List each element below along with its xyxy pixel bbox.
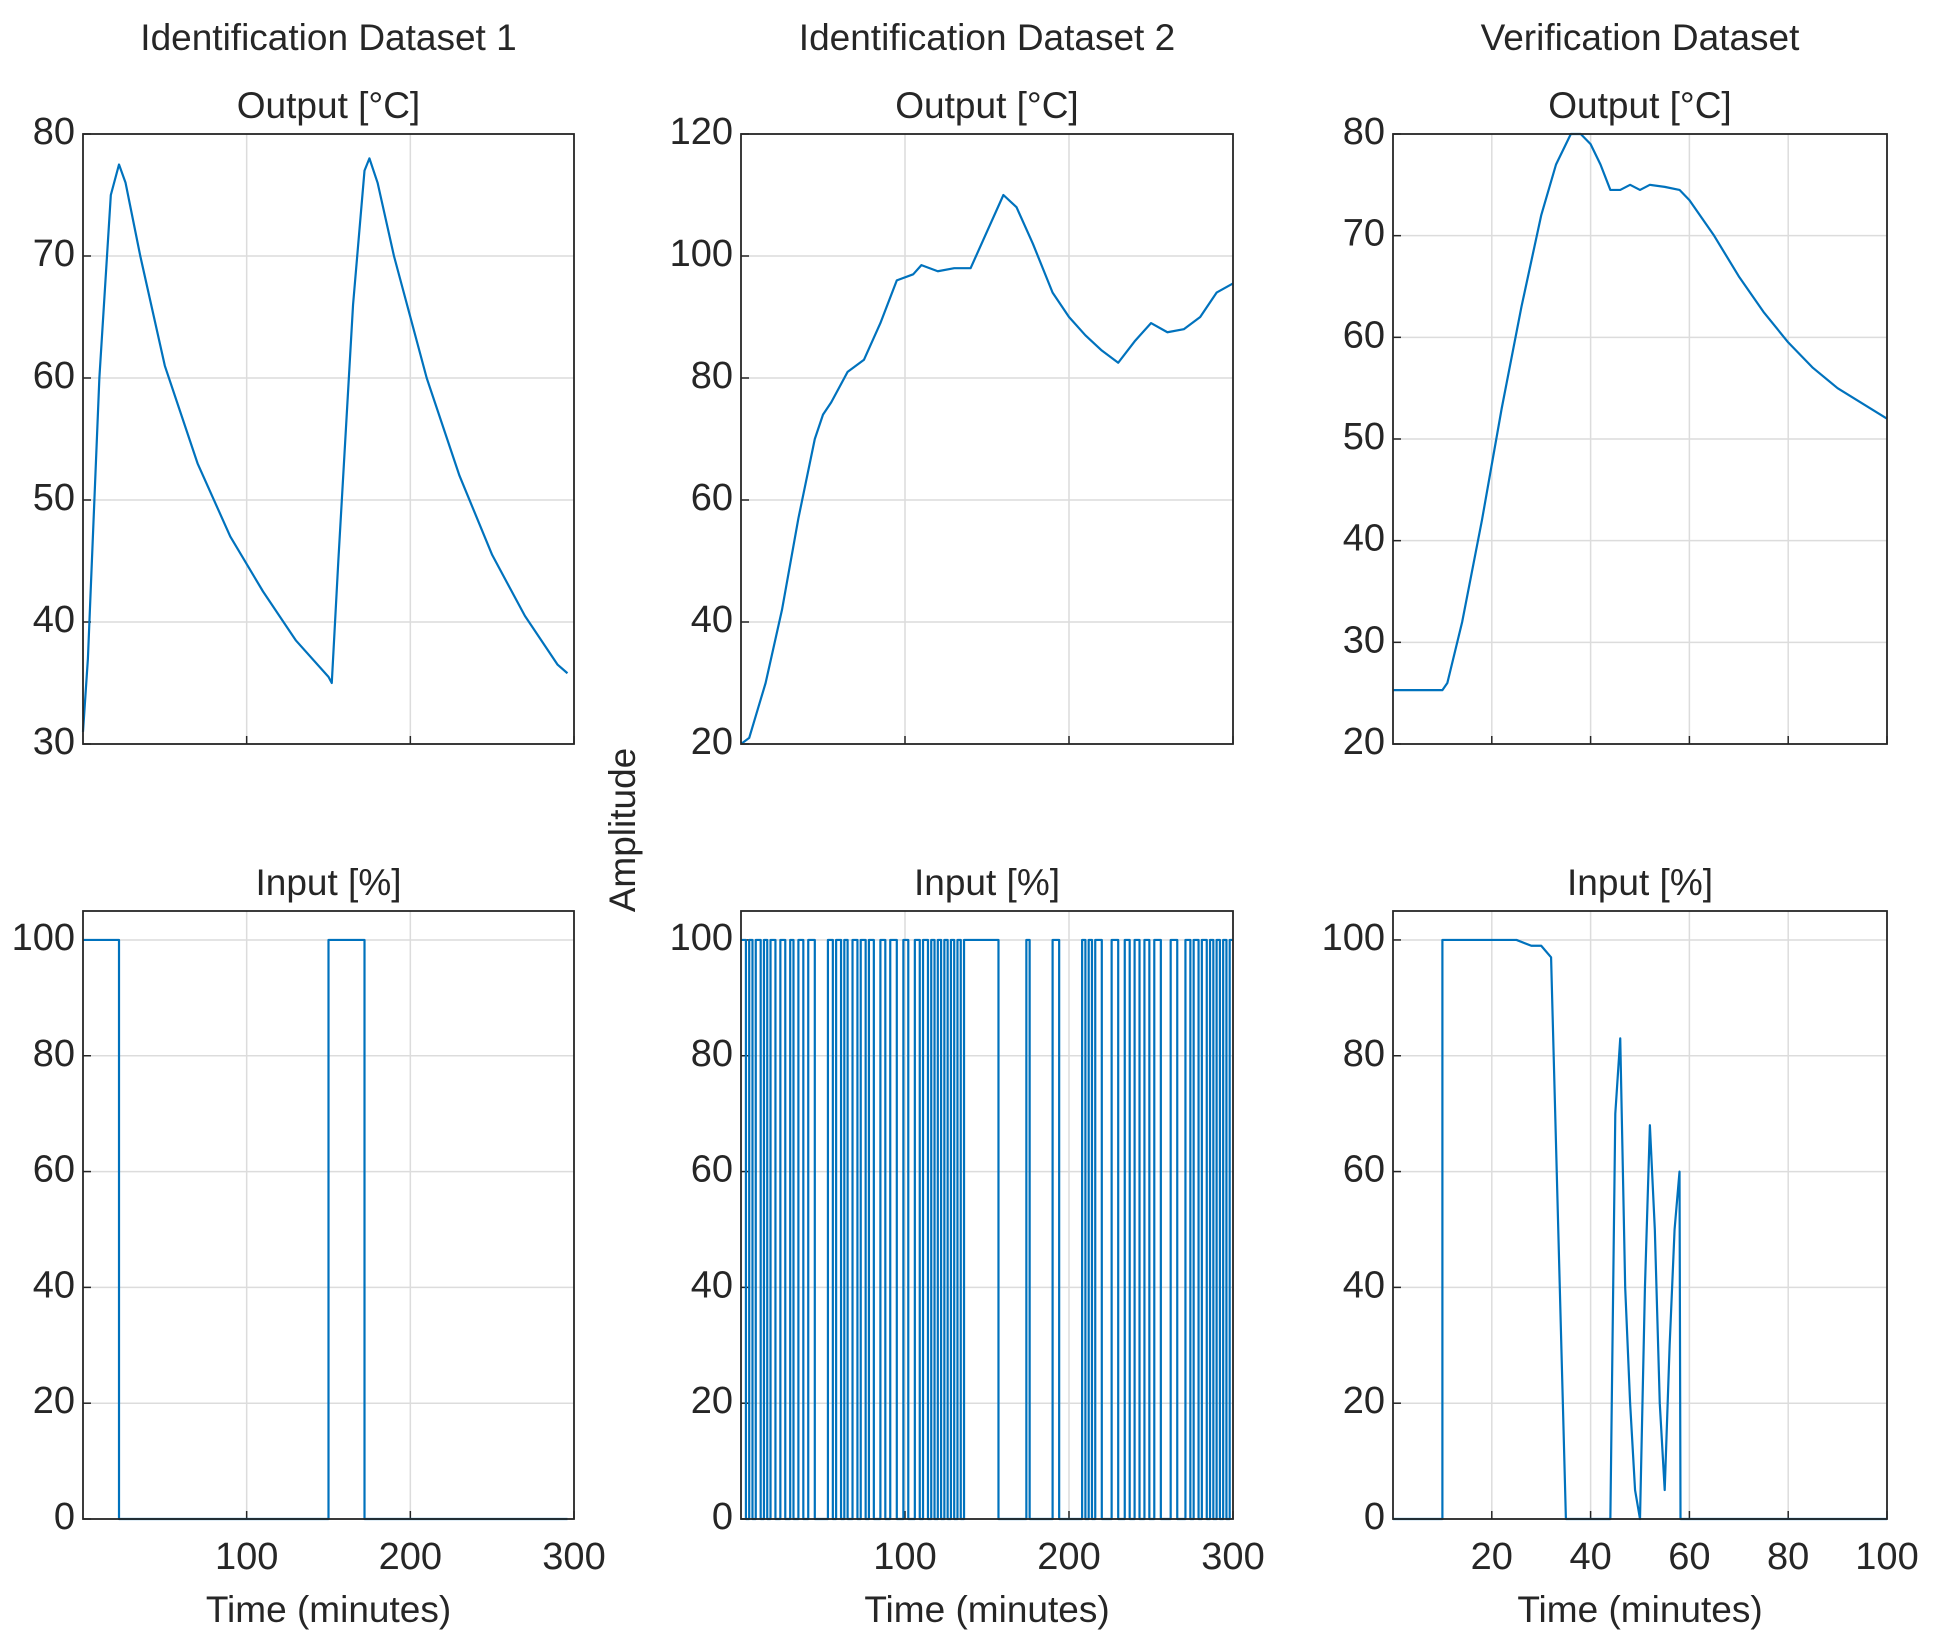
data-line — [81, 157, 569, 732]
y-tick-label: 20 — [33, 1380, 75, 1422]
y-tick-label: 100 — [1322, 917, 1385, 959]
x-tick-label: 200 — [379, 1536, 442, 1578]
y-tick-label: 50 — [33, 477, 75, 519]
y-tick-label: 60 — [691, 477, 733, 519]
y-tick-label: 100 — [670, 233, 733, 275]
y-tick-label: 80 — [1343, 1033, 1385, 1075]
y-tick-label: 20 — [1343, 721, 1385, 763]
data-line — [1393, 132, 1888, 692]
data-line — [1393, 938, 1887, 1521]
x-tick-label: 100 — [873, 1536, 936, 1578]
x-axis-label: Time (minutes) — [864, 1589, 1109, 1630]
y-tick-label: 60 — [1343, 314, 1385, 356]
x-axis-label: Time (minutes) — [1517, 1589, 1762, 1630]
x-tick-label: 300 — [542, 1536, 605, 1578]
y-tick-label: 30 — [1343, 619, 1385, 661]
y-tick-label: 50 — [1343, 416, 1385, 458]
y-tick-label: 0 — [712, 1496, 733, 1538]
x-tick-label: 20 — [1471, 1536, 1513, 1578]
y-tick-label: 80 — [1343, 111, 1385, 153]
y-tick-label: 80 — [33, 111, 75, 153]
axes-box — [740, 133, 1234, 745]
x-tick-label: 100 — [215, 1536, 278, 1578]
y-tick-label: 30 — [33, 721, 75, 763]
column-title: Verification Dataset — [1481, 17, 1801, 58]
x-tick-label: 200 — [1037, 1536, 1100, 1578]
y-tick-label: 20 — [691, 721, 733, 763]
y-tick-label: 40 — [1343, 1264, 1385, 1306]
axes-title: Input [%] — [914, 862, 1060, 903]
y-tick-label: 40 — [33, 599, 75, 641]
data-line — [83, 938, 568, 1521]
data-line — [740, 193, 1234, 745]
x-axis-label: Time (minutes) — [206, 1589, 451, 1630]
axes-title: Output [°C] — [237, 85, 420, 126]
x-tick-label: 60 — [1668, 1536, 1710, 1578]
y-tick-label: 20 — [1343, 1380, 1385, 1422]
axes-box — [1392, 910, 1888, 1520]
y-axis-label: Amplitude — [602, 748, 643, 913]
axes-title: Input [%] — [1567, 862, 1713, 903]
y-tick-label: 40 — [691, 599, 733, 641]
y-tick-label: 80 — [691, 355, 733, 397]
x-tick-label: 80 — [1767, 1536, 1809, 1578]
axes-title: Output [°C] — [1548, 85, 1731, 126]
axes-box — [740, 910, 1234, 1520]
y-tick-label: 60 — [33, 355, 75, 397]
x-tick-label: 40 — [1569, 1536, 1611, 1578]
y-tick-label: 60 — [1343, 1149, 1385, 1191]
data-line — [741, 938, 1233, 1521]
axes-box — [82, 910, 575, 1520]
y-tick-label: 100 — [12, 917, 75, 959]
y-tick-label: 80 — [33, 1033, 75, 1075]
x-tick-label: 100 — [1855, 1536, 1918, 1578]
y-tick-label: 60 — [691, 1149, 733, 1191]
axes-title: Output [°C] — [895, 85, 1078, 126]
axes-box — [82, 133, 575, 745]
column-title: Identification Dataset 1 — [140, 17, 516, 58]
y-tick-label: 40 — [1343, 518, 1385, 560]
x-tick-label: 300 — [1201, 1536, 1264, 1578]
column-title: Identification Dataset 2 — [799, 17, 1175, 58]
y-tick-label: 100 — [670, 917, 733, 959]
y-tick-label: 70 — [1343, 213, 1385, 255]
axes-title: Input [%] — [255, 862, 401, 903]
y-tick-label: 120 — [670, 111, 733, 153]
y-tick-label: 70 — [33, 233, 75, 275]
y-tick-label: 80 — [691, 1033, 733, 1075]
y-tick-label: 20 — [691, 1380, 733, 1422]
y-tick-label: 0 — [54, 1496, 75, 1538]
y-tick-label: 0 — [1364, 1496, 1385, 1538]
y-tick-label: 40 — [691, 1264, 733, 1306]
y-tick-label: 40 — [33, 1264, 75, 1306]
y-tick-label: 60 — [33, 1149, 75, 1191]
axes-box — [1392, 133, 1888, 745]
